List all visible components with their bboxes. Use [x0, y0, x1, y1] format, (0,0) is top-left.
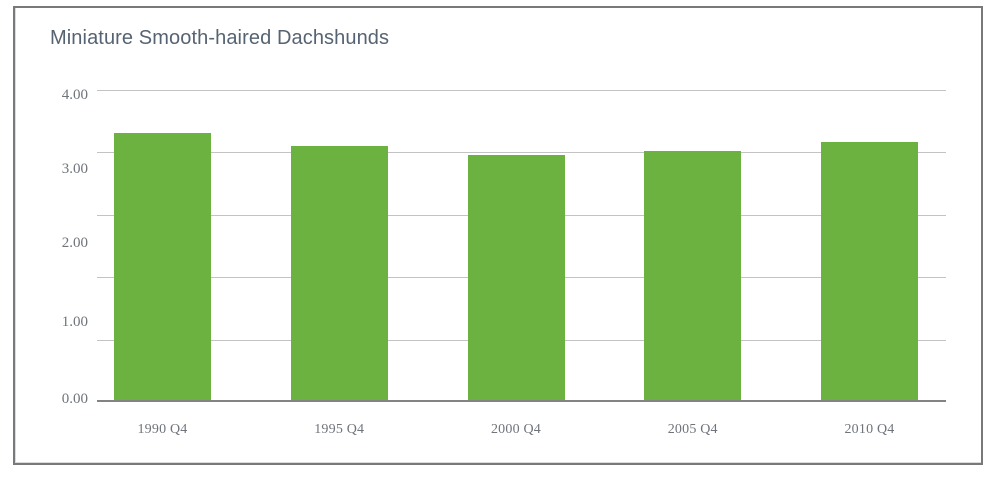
- x-tick-label: 2005 Q4: [667, 422, 718, 437]
- y-tick-label: 4.00: [61, 87, 88, 103]
- bar-2000-q4: [467, 154, 565, 402]
- bar-1990-q4: [114, 132, 211, 402]
- x-tick-label: 1990 Q4: [137, 422, 188, 437]
- y-tick-label: 1.00: [61, 314, 88, 330]
- x-tick-label: 1995 Q4: [314, 422, 365, 437]
- bar-2010-q4: [821, 142, 918, 402]
- y-tick-label: 3.00: [61, 161, 88, 177]
- x-tick-label: 2000 Q4: [490, 422, 541, 437]
- y-tick-label: 0.00: [61, 391, 88, 407]
- x-axis-line: [97, 400, 946, 402]
- y-tick-label: 2.00: [61, 235, 88, 251]
- x-tick-label: 2010 Q4: [844, 422, 895, 437]
- chart-title: Miniature Smooth-haired Dachshunds: [50, 27, 390, 49]
- bar-2005-q4: [644, 150, 742, 402]
- gridline: [97, 90, 946, 91]
- plot-area: [97, 90, 946, 402]
- gridline: [97, 152, 946, 154]
- bar-1995-q4: [290, 146, 388, 402]
